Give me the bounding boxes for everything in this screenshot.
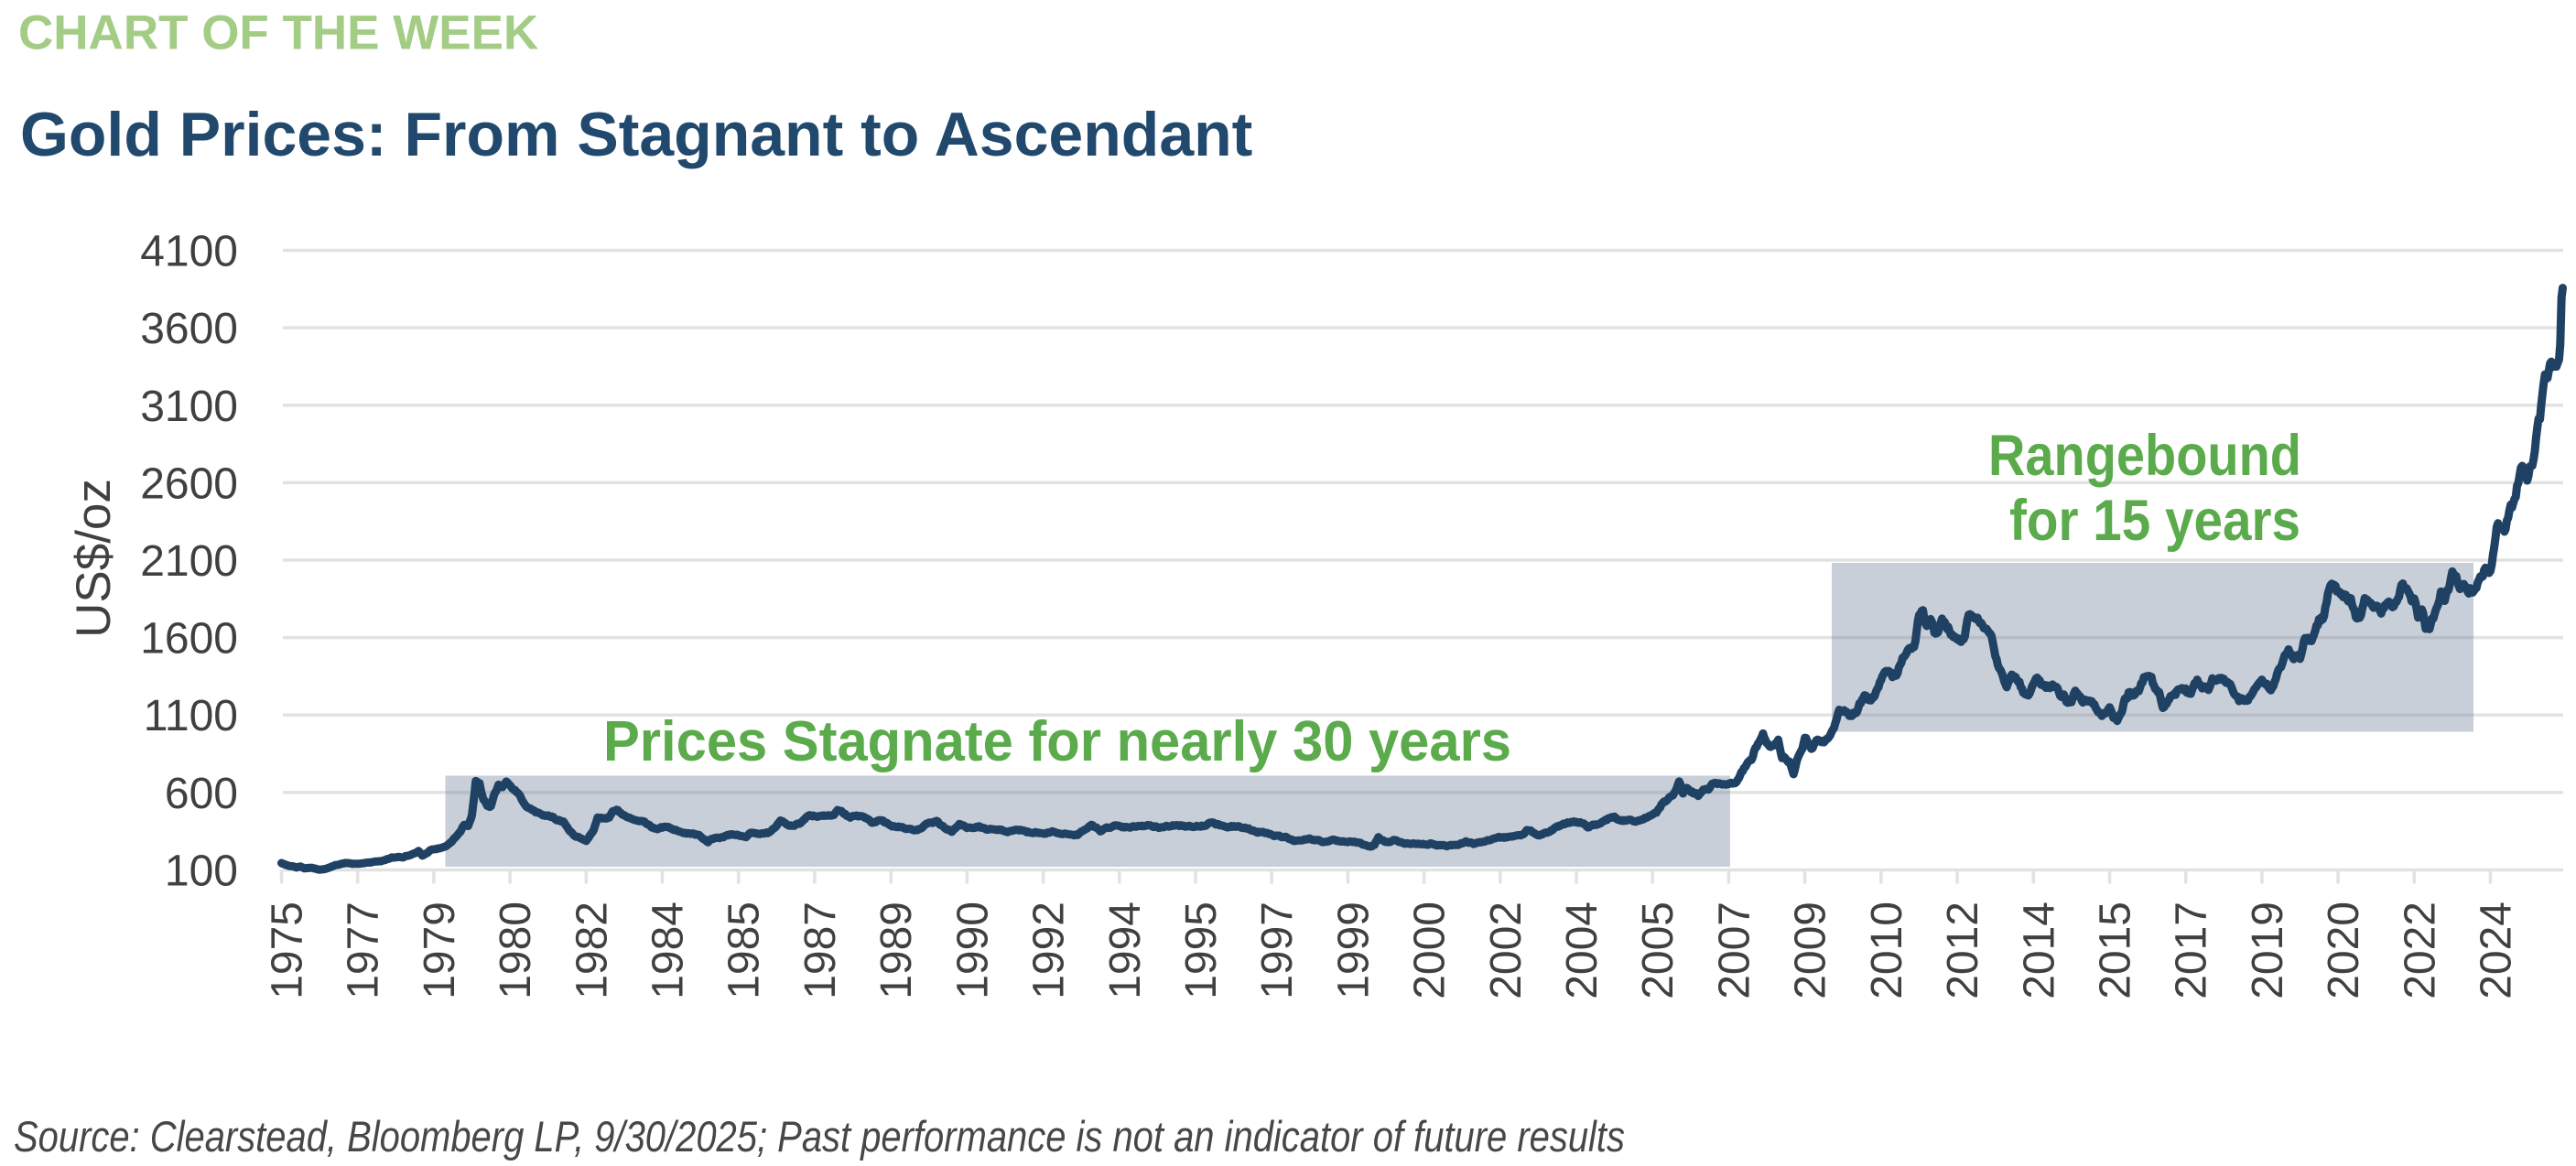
svg-text:Rangebound: Rangebound [1988,424,2301,488]
svg-text:2014: 2014 [2015,901,2063,999]
svg-text:2012: 2012 [1939,901,1987,999]
svg-text:Source: Clearstead, Bloomberg: Source: Clearstead, Bloomberg LP, 9/30/2… [14,1112,1625,1161]
svg-text:1995: 1995 [1177,901,1226,999]
svg-text:2015: 2015 [2092,901,2140,999]
svg-text:2004: 2004 [1558,901,1607,999]
svg-text:2017: 2017 [2168,901,2216,999]
svg-text:US$/oz: US$/oz [67,479,121,638]
svg-text:2007: 2007 [1710,901,1759,999]
svg-text:1994: 1994 [1101,901,1150,999]
svg-text:for 15 years: for 15 years [2009,489,2300,553]
svg-text:1990: 1990 [948,901,997,999]
svg-text:2022: 2022 [2396,901,2444,999]
svg-text:1989: 1989 [872,901,921,999]
svg-text:100: 100 [165,848,238,896]
svg-text:3100: 3100 [140,383,238,431]
svg-text:1997: 1997 [1253,901,1302,999]
svg-text:Prices Stagnate for nearly 30: Prices Stagnate for nearly 30 years [603,710,1511,773]
svg-text:2000: 2000 [1406,901,1455,999]
svg-text:2019: 2019 [2244,901,2292,999]
svg-text:1985: 1985 [720,901,769,999]
svg-text:1992: 1992 [1025,901,1074,999]
svg-text:1975: 1975 [264,901,312,999]
svg-text:1982: 1982 [568,901,616,999]
svg-text:2600: 2600 [140,459,238,508]
svg-text:CHART OF THE WEEK: CHART OF THE WEEK [18,6,538,60]
svg-text:1977: 1977 [340,901,388,999]
svg-text:2100: 2100 [140,537,238,586]
svg-text:1984: 1984 [644,901,693,999]
svg-text:2009: 2009 [1787,901,1835,999]
svg-text:2024: 2024 [2473,901,2521,999]
svg-text:1979: 1979 [416,901,464,999]
svg-text:2005: 2005 [1634,901,1683,999]
svg-text:600: 600 [165,770,238,818]
svg-text:4100: 4100 [140,228,238,276]
svg-text:3600: 3600 [140,305,238,353]
svg-text:Gold Prices: From Stagnant to: Gold Prices: From Stagnant to Ascendant [20,100,1252,169]
svg-text:2010: 2010 [1863,901,1911,999]
svg-text:1600: 1600 [140,615,238,664]
svg-text:1987: 1987 [796,901,845,999]
svg-text:1999: 1999 [1329,901,1378,999]
svg-text:2020: 2020 [2320,901,2368,999]
svg-text:2002: 2002 [1482,901,1531,999]
svg-text:1980: 1980 [492,901,540,999]
svg-text:1100: 1100 [144,692,238,740]
